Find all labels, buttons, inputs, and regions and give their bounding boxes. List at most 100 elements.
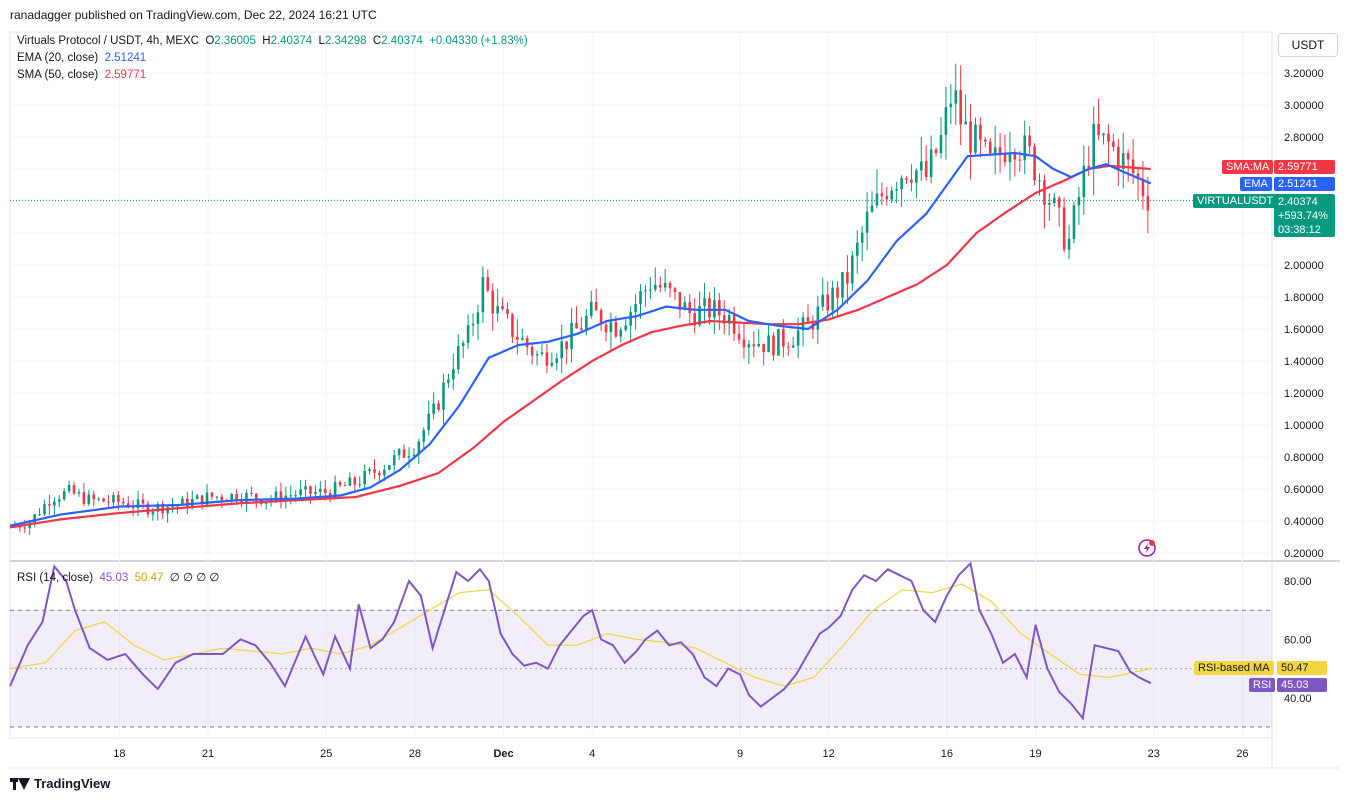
rsi-tick-label: 60.00 — [1284, 634, 1312, 646]
candle-body — [323, 488, 327, 494]
candle-body — [412, 454, 416, 457]
candle-body — [471, 323, 475, 326]
ema-price-value: 2.51241 — [1274, 177, 1335, 191]
candle-body — [959, 90, 962, 125]
candle-body — [417, 441, 421, 455]
candle-body — [658, 284, 662, 288]
rsi-tag: RSI — [1249, 678, 1276, 692]
candle-body — [1102, 133, 1105, 136]
candle-body — [698, 306, 701, 326]
candle-body — [466, 325, 470, 343]
currency-button[interactable]: USDT — [1278, 33, 1338, 57]
candle-body — [826, 294, 829, 311]
rsi-axis-ticks: 80.00 60.00 40.00 — [1284, 576, 1312, 705]
rsi-value: 45.03 — [1277, 678, 1327, 692]
candle-body — [279, 491, 283, 502]
candle-body — [919, 161, 923, 171]
candle-body — [314, 491, 317, 494]
alert-icon[interactable] — [1138, 539, 1156, 557]
candle-body — [1146, 196, 1150, 211]
candle-body — [1072, 205, 1076, 239]
sma-line — [9, 164, 1151, 529]
candle-body — [905, 178, 908, 180]
candle-body — [629, 312, 632, 326]
candle-body — [934, 149, 938, 154]
rsi-legend[interactable]: RSI (14, close) 45.03 50.47 ∅ ∅ ∅ ∅ — [17, 570, 219, 584]
candle-body — [1038, 180, 1041, 182]
candle-body — [1057, 197, 1061, 208]
rsi-ma-line — [9, 583, 1151, 687]
ema-legend[interactable]: EMA (20, close) 2.51241 — [17, 52, 146, 64]
candle-body — [1013, 154, 1017, 160]
candle-body — [121, 501, 125, 504]
tradingview-logo-icon — [10, 777, 30, 790]
candle-body — [181, 498, 184, 506]
symbol-legend[interactable]: Virtuals Protocol / USDT, 4h, MEXC O2.36… — [17, 35, 528, 47]
candle-body — [540, 352, 544, 355]
rsi-tick-label: 80.00 — [1284, 576, 1312, 588]
candle-body — [289, 495, 293, 497]
candle-body — [545, 352, 549, 366]
candle-body — [205, 492, 209, 505]
candle-body — [875, 193, 879, 206]
price-tick-label: 0.20000 — [1284, 548, 1324, 560]
candle-body — [777, 329, 780, 356]
candle-body — [530, 346, 534, 356]
candle-body — [718, 300, 721, 316]
candle-body — [609, 322, 613, 333]
price-tick-label: 1.20000 — [1284, 388, 1324, 400]
candle-body — [722, 315, 726, 324]
candle-body — [998, 147, 1002, 155]
candle-body — [969, 121, 972, 153]
candle-body — [511, 314, 514, 337]
price-tick-label: 3.00000 — [1284, 100, 1324, 112]
candle-body — [195, 495, 199, 500]
candle-body — [663, 282, 667, 288]
rsi-legend-extras: ∅ ∅ ∅ ∅ — [169, 572, 220, 584]
candle-body — [860, 232, 864, 243]
rsi-ma-tag: RSI-based MA — [1194, 661, 1274, 675]
candle-body — [1092, 123, 1095, 169]
time-tick-label: 25 — [320, 748, 332, 760]
candle-body — [146, 503, 150, 515]
footer-brand-name: TradingView — [34, 776, 111, 791]
candle-body — [156, 504, 160, 512]
rsi-legend-value: 45.03 — [99, 572, 129, 584]
candle-body — [186, 498, 189, 508]
rsi-panel — [10, 609, 1272, 728]
candle-body — [1131, 159, 1135, 174]
sma-legend[interactable]: SMA (50, close) 2.59771 — [17, 69, 146, 81]
candle-body — [984, 139, 987, 142]
candle-body — [77, 492, 81, 494]
rsi-line — [9, 561, 1152, 721]
candle-body — [683, 302, 687, 310]
candle-body — [23, 527, 27, 529]
candle-body — [200, 495, 204, 505]
high-value: 2.40374 — [270, 35, 313, 47]
high-label: H — [262, 35, 271, 47]
rsi-tick-label: 40.00 — [1284, 693, 1312, 705]
candle-body — [782, 329, 785, 347]
footer-brand[interactable]: TradingView — [10, 776, 110, 791]
candle-body — [988, 141, 992, 154]
candle-body — [762, 343, 765, 353]
candle-body — [954, 90, 958, 104]
candle-body — [496, 306, 499, 314]
candle-body — [1087, 165, 1091, 169]
sma-price-tag: SMA:MA — [1222, 160, 1274, 174]
time-tick-label: 18 — [113, 748, 125, 760]
candle-body — [841, 272, 844, 298]
candle-body — [786, 346, 790, 348]
sma-price-value: 2.59771 — [1274, 160, 1335, 174]
candle-body — [836, 287, 839, 298]
candle-body — [979, 124, 982, 140]
candle-body — [33, 514, 36, 523]
candle-body — [1067, 238, 1071, 250]
candle-body — [703, 298, 706, 307]
candle-body — [890, 190, 894, 200]
published-note: ranadagger published on TradingView.com,… — [10, 8, 377, 22]
price-grid — [10, 32, 1272, 738]
candle-body — [1107, 133, 1110, 142]
candle-body — [452, 369, 455, 380]
